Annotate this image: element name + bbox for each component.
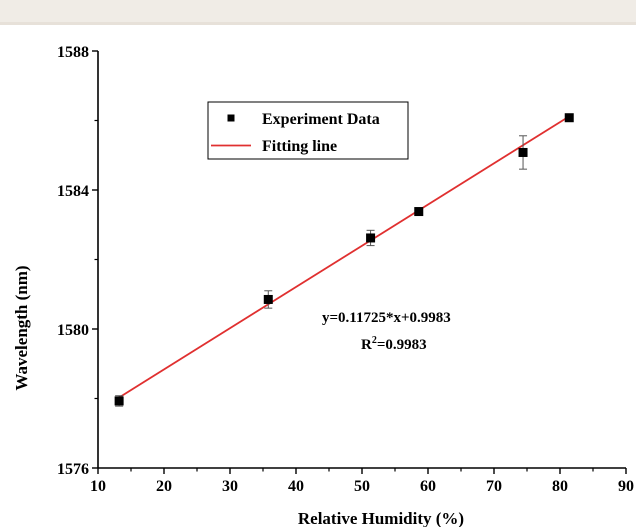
legend-label-experiment: Experiment Data	[262, 111, 380, 128]
x-tick-label: 60	[420, 478, 436, 495]
equation-annotation: y=0.11725*x+0.9983	[322, 310, 451, 326]
x-tick-label: 20	[156, 478, 172, 495]
legend-box	[207, 101, 409, 160]
data-point	[263, 294, 273, 304]
x-axis-label: Relative Humidity (%)	[298, 509, 464, 527]
fit-line-layer	[118, 115, 570, 399]
legend-label-fitting: Fitting line	[262, 138, 337, 155]
top-band	[0, 0, 636, 25]
fitting-line	[118, 115, 570, 399]
y-tick-label: 1576	[57, 461, 89, 478]
r-squared-superscript: 2	[372, 335, 377, 346]
r-squared-annotation: R2=0.9983	[361, 335, 427, 353]
points-layer	[114, 113, 574, 407]
data-point	[414, 207, 424, 217]
legend-marker-experiment	[227, 114, 235, 122]
y-tick-label: 1580	[57, 322, 89, 339]
x-ticks: 10 20 30 40 50 60 70 80 90	[90, 468, 634, 495]
x-tick-label: 70	[486, 478, 502, 495]
legend: Experiment Data Fitting line	[207, 101, 409, 160]
y-axis-label: Wavelength (nm)	[12, 265, 31, 390]
y-tick-label: 1588	[57, 44, 89, 61]
data-point	[564, 113, 574, 123]
x-tick-label: 40	[288, 478, 304, 495]
x-tick-label: 10	[90, 478, 106, 495]
x-tick-label: 80	[552, 478, 568, 495]
r-squared-value: =0.9983	[377, 337, 427, 353]
data-point	[518, 147, 528, 157]
y-tick-label: 1584	[57, 183, 89, 200]
data-point	[366, 233, 376, 243]
x-tick-label: 90	[618, 478, 634, 495]
data-point	[114, 396, 124, 406]
y-ticks: 1576 1580 1584 1588	[57, 44, 98, 478]
x-tick-label: 50	[354, 478, 370, 495]
x-tick-label: 30	[222, 478, 238, 495]
r-squared-symbol: R	[361, 337, 372, 353]
